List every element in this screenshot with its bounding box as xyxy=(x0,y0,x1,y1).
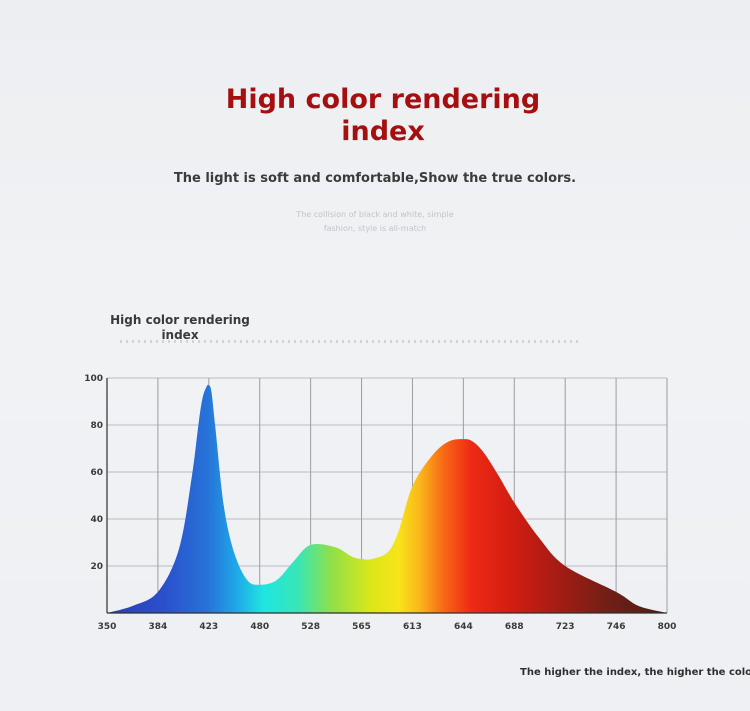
chart-heading: High color rendering index xyxy=(110,313,250,343)
decorative-dotted-line xyxy=(120,340,582,343)
chart-heading-line-2: index xyxy=(161,328,199,342)
page-title: High color rendering index xyxy=(0,84,750,148)
x-tick-label: 688 xyxy=(505,622,524,632)
faint-caption-line-2: fashion, style is all-match xyxy=(323,224,427,233)
x-tick-label: 528 xyxy=(301,622,320,632)
x-tick-label: 644 xyxy=(454,622,473,632)
faint-caption-line-1: The collision of black and white, simple xyxy=(296,210,454,219)
y-tick-label: 100 xyxy=(84,374,103,384)
footnote: The higher the index, the higher the col… xyxy=(520,667,750,678)
x-tick-label: 565 xyxy=(352,622,371,632)
chart-tick-labels: 20 40 60 80 100 350 384 423 480 528 565 613 644 688 72… xyxy=(84,374,676,632)
chart-axes xyxy=(106,378,667,614)
title-line-1: High color rendering xyxy=(225,84,541,115)
spectrum-area xyxy=(107,384,667,613)
x-tick-label: 480 xyxy=(250,622,269,632)
x-tick-label: 423 xyxy=(199,622,218,632)
x-tick-label: 350 xyxy=(98,622,117,632)
faint-caption: The collision of black and white, simple… xyxy=(290,208,460,236)
x-tick-label: 800 xyxy=(658,622,677,632)
x-tick-label: 723 xyxy=(556,622,575,632)
x-tick-label: 613 xyxy=(403,622,422,632)
subtitle: The light is soft and comfortable,Show t… xyxy=(173,171,577,186)
x-tick-label: 384 xyxy=(149,622,168,632)
x-tick-label: 746 xyxy=(607,622,626,632)
y-tick-label: 40 xyxy=(90,515,103,525)
y-tick-label: 20 xyxy=(90,562,103,572)
y-tick-label: 80 xyxy=(90,421,103,431)
y-tick-label: 60 xyxy=(90,468,103,478)
chart-heading-line-1: High color rendering xyxy=(110,313,250,327)
title-line-2: index xyxy=(341,116,425,147)
